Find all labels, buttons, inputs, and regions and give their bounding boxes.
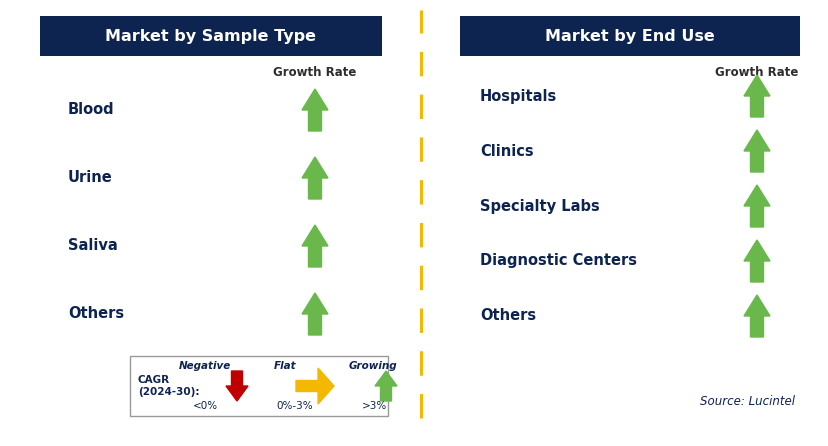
Text: 0%-3%: 0%-3% — [277, 401, 313, 411]
Text: Source: Lucintel: Source: Lucintel — [699, 396, 794, 409]
Text: Saliva: Saliva — [68, 239, 118, 253]
Polygon shape — [301, 157, 328, 199]
Polygon shape — [301, 89, 328, 131]
Text: Flat: Flat — [273, 361, 296, 371]
Text: Growth Rate: Growth Rate — [715, 66, 797, 79]
Polygon shape — [374, 371, 397, 401]
Polygon shape — [743, 75, 769, 117]
Text: Others: Others — [479, 309, 536, 323]
Polygon shape — [301, 225, 328, 267]
Text: Urine: Urine — [68, 170, 113, 186]
Text: >3%: >3% — [362, 401, 388, 411]
Text: Clinics: Clinics — [479, 144, 533, 158]
Text: Others: Others — [68, 306, 124, 322]
Text: CAGR
(2024-30):: CAGR (2024-30): — [137, 375, 200, 397]
Polygon shape — [743, 295, 769, 337]
Text: Hospitals: Hospitals — [479, 88, 556, 103]
Polygon shape — [743, 185, 769, 227]
Polygon shape — [296, 368, 334, 404]
Text: Market by End Use: Market by End Use — [545, 29, 714, 44]
Polygon shape — [301, 293, 328, 335]
FancyBboxPatch shape — [460, 16, 799, 56]
Text: Growth Rate: Growth Rate — [273, 66, 356, 79]
Polygon shape — [743, 240, 769, 282]
Text: Market by Sample Type: Market by Sample Type — [105, 29, 316, 44]
Text: Growing: Growing — [349, 361, 397, 371]
Text: <0%: <0% — [192, 401, 217, 411]
Polygon shape — [743, 130, 769, 172]
Text: Negative: Negative — [179, 361, 231, 371]
FancyBboxPatch shape — [130, 356, 388, 416]
Polygon shape — [226, 371, 248, 401]
Text: Specialty Labs: Specialty Labs — [479, 198, 599, 214]
Text: Blood: Blood — [68, 103, 114, 117]
FancyBboxPatch shape — [40, 16, 382, 56]
Text: Diagnostic Centers: Diagnostic Centers — [479, 253, 636, 268]
